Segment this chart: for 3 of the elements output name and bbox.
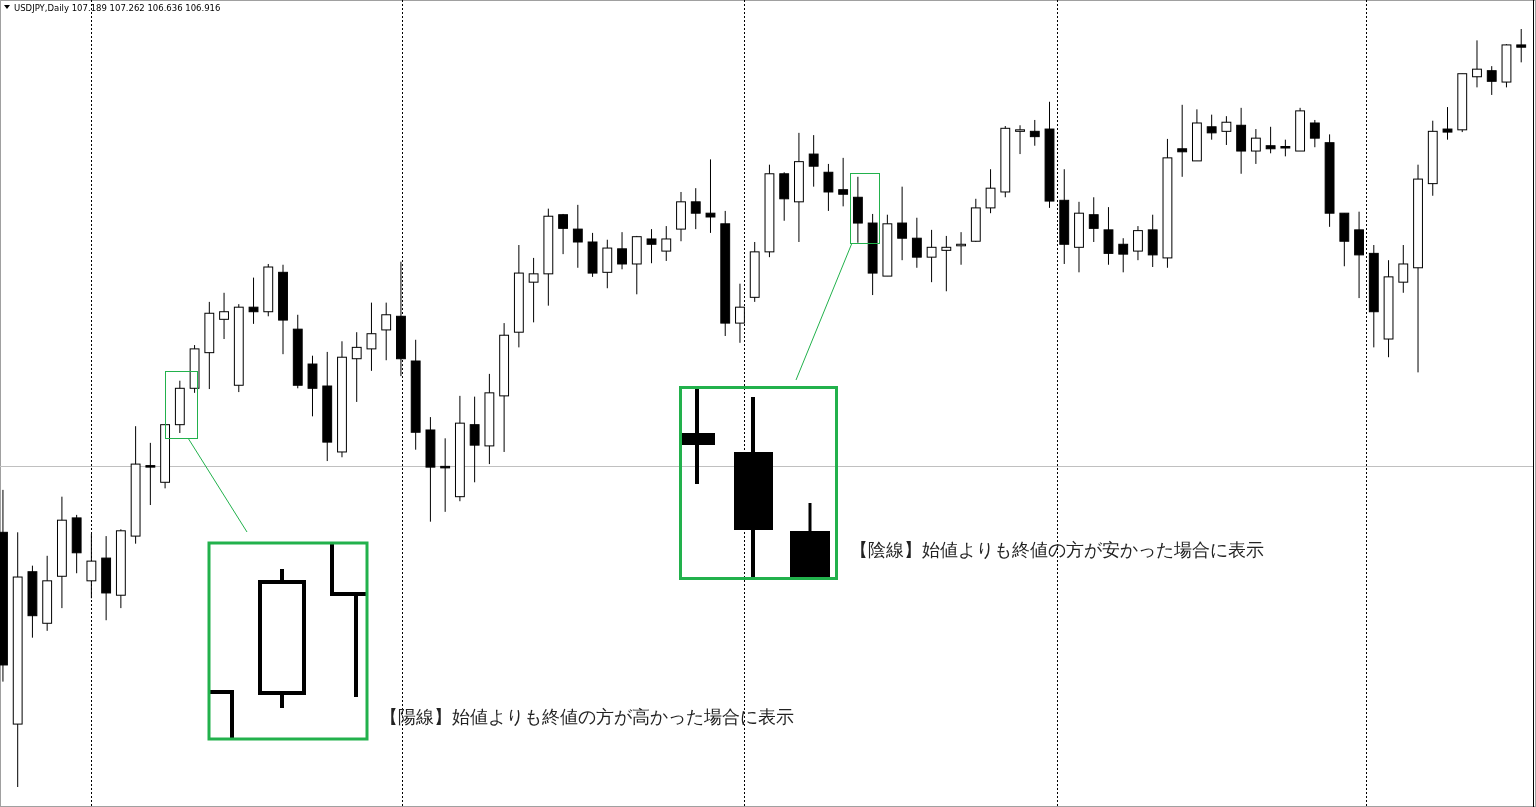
annotation: 【陽線】始値よりも終値の方が高かった場合に表示 <box>380 707 794 727</box>
chart-title: USDJPY,Daily 107.189 107.262 106.636 106.916 <box>14 3 221 13</box>
annotation: 【陰線】始値よりも終値の方が安かった場合に表示 <box>850 540 1264 560</box>
